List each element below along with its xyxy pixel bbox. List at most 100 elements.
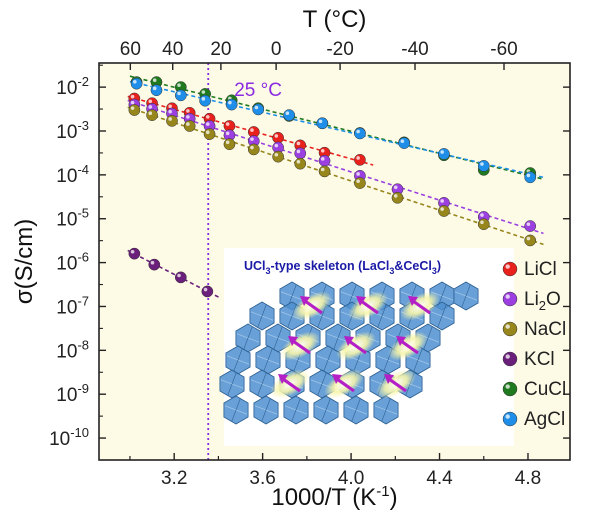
point-highlight <box>186 115 190 119</box>
point-highlight <box>168 117 172 121</box>
polyhedron-edge <box>243 326 253 350</box>
data-point-nacl <box>524 234 537 247</box>
legend-marker-highlight <box>505 324 510 329</box>
point-highlight <box>225 140 230 145</box>
migration-arrow <box>336 377 355 393</box>
point-highlight <box>440 199 444 203</box>
legend-marker-agcl <box>502 411 518 427</box>
point-highlight <box>356 179 360 183</box>
point-highlight <box>254 105 259 110</box>
polyhedron-edge <box>333 326 343 350</box>
top-axis-title: T (°C) <box>303 6 367 33</box>
polyhedron-edge <box>257 372 267 396</box>
legend-marker-highlight <box>505 264 510 269</box>
data-point-nacl <box>146 109 158 121</box>
x-tick-label: 4.0 <box>338 468 364 489</box>
polyhedron-edge <box>381 398 391 422</box>
point-highlight <box>274 134 279 138</box>
polyhedron-edge <box>273 326 283 350</box>
fit-line-agcl <box>129 80 544 179</box>
data-point-nacl <box>318 165 331 178</box>
point-highlight <box>130 100 135 105</box>
data-point-agcl <box>252 103 265 116</box>
point-highlight <box>318 119 323 124</box>
y-tick-label: 10-10 <box>49 425 89 450</box>
point-highlight <box>132 79 137 84</box>
point-highlight <box>356 129 360 134</box>
migration-arrowhead <box>344 336 354 346</box>
fit-line-li2o <box>127 99 544 235</box>
point-highlight <box>148 105 153 109</box>
polyhedron-edge <box>261 398 271 422</box>
data-point-kcl <box>148 258 161 271</box>
point-highlight <box>480 220 484 225</box>
point-highlight <box>177 273 181 278</box>
migration-arrowhead <box>384 374 394 384</box>
point-highlight <box>177 91 181 96</box>
migration-arrow <box>400 339 419 355</box>
data-point-agcl <box>316 117 329 130</box>
point-highlight <box>356 172 360 176</box>
data-point-agcl <box>524 171 537 184</box>
inset-title: UCl3-type skeleton (LaCl3&CeCl3) <box>244 259 441 276</box>
point-highlight <box>205 122 210 126</box>
polyhedron-edge <box>317 372 327 396</box>
migration-arrow <box>292 339 311 355</box>
legend-marker-highlight <box>505 354 510 359</box>
data-point-agcl <box>174 89 187 102</box>
migration-arrow <box>348 339 367 355</box>
legend-marker-licl <box>502 261 518 277</box>
data-point-nacl <box>183 120 196 132</box>
polyhedron-edge <box>233 348 243 372</box>
data-point-nacl <box>477 218 490 231</box>
data-point-agcl <box>150 84 163 97</box>
migration-arrowhead <box>288 336 298 346</box>
point-highlight <box>480 162 484 166</box>
migration-arrowhead <box>332 374 342 384</box>
data-point-li2o <box>294 147 307 160</box>
data-point-kcl <box>174 271 187 284</box>
point-highlight <box>296 141 301 146</box>
point-highlight <box>152 78 157 83</box>
data-point-agcl <box>354 127 366 140</box>
polyhedron-edge <box>351 398 361 422</box>
polyhedron-edge <box>423 326 433 350</box>
data-point-nacl <box>166 115 178 127</box>
data-point-agcl <box>225 98 238 111</box>
legend-marker-highlight <box>505 294 510 299</box>
data-point-licl <box>354 153 366 166</box>
point-highlight <box>225 122 230 126</box>
legend-label-agcl: AgCl <box>524 409 565 430</box>
point-highlight <box>526 173 531 178</box>
plot-frame <box>98 62 571 461</box>
point-highlight <box>130 106 135 110</box>
point-highlight <box>480 213 484 217</box>
migration-arrowhead <box>300 296 310 306</box>
migration-arrowhead <box>278 374 288 384</box>
y-tick-label: 10-9 <box>56 381 89 406</box>
point-highlight <box>148 99 153 104</box>
legend-marker-highlight <box>505 414 510 419</box>
point-highlight <box>250 137 254 141</box>
point-highlight <box>393 194 398 198</box>
fit-line-nacl <box>127 106 544 246</box>
data-point-kcl <box>128 247 141 260</box>
migration-arrow <box>304 299 323 315</box>
legend-marker-li2o <box>502 291 518 307</box>
data-point-agcl <box>477 160 490 172</box>
data-point-nacl <box>223 138 236 151</box>
data-point-agcl <box>438 148 450 160</box>
top-tick-label: 40 <box>162 39 183 60</box>
reference-line-label: 25 °C <box>234 80 282 101</box>
point-highlight <box>440 207 444 211</box>
point-highlight <box>148 111 153 116</box>
point-highlight <box>526 236 531 241</box>
point-highlight <box>168 109 172 114</box>
legend-marker-nacl <box>502 321 518 337</box>
point-highlight <box>201 97 206 101</box>
polyhedron-edge <box>377 304 387 328</box>
data-point-agcl <box>398 137 411 149</box>
data-point-agcl <box>130 77 143 90</box>
point-highlight <box>168 104 172 109</box>
